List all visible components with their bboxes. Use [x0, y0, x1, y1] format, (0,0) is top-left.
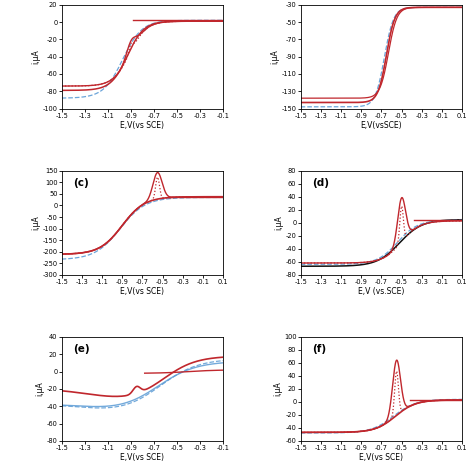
Y-axis label: i,μA: i,μA [31, 49, 40, 64]
X-axis label: E,V(vsSCE): E,V(vsSCE) [361, 121, 402, 130]
Text: (f): (f) [312, 344, 326, 354]
Y-axis label: i,μA: i,μA [31, 215, 40, 230]
Text: (c): (c) [73, 178, 89, 188]
X-axis label: E,V(vs SCE): E,V(vs SCE) [359, 453, 403, 462]
Y-axis label: i,μA: i,μA [274, 215, 283, 230]
Text: (e): (e) [73, 344, 90, 354]
Y-axis label: i,μA: i,μA [273, 382, 282, 396]
Y-axis label: i,μA: i,μA [36, 382, 45, 396]
X-axis label: E,V (vs.SCE): E,V (vs.SCE) [358, 287, 405, 296]
Text: (d): (d) [312, 178, 329, 188]
X-axis label: E,V(vs SCE): E,V(vs SCE) [120, 453, 164, 462]
X-axis label: E,V(vs SCE): E,V(vs SCE) [120, 287, 164, 296]
Y-axis label: i,μA: i,μA [270, 49, 279, 64]
X-axis label: E,V(vs SCE): E,V(vs SCE) [120, 121, 164, 130]
